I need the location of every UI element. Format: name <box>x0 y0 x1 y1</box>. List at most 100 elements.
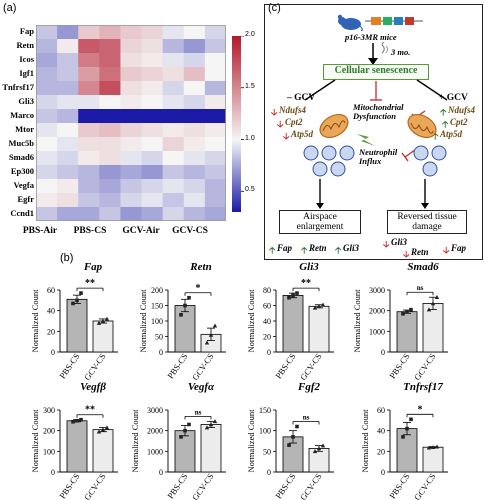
heatmap-cell <box>141 165 164 180</box>
up-arrow-icon: 🡡 <box>440 107 447 117</box>
left-gene-2: Cpt2 <box>285 117 303 127</box>
data-point <box>401 311 405 316</box>
heatmap-cell <box>141 81 164 96</box>
bar-chart-3: Smad6 0 1000 2000 3000 Normalized Count PBS-CS… <box>352 261 448 382</box>
panel-b-label: (b) <box>60 252 74 264</box>
y-axis-label: Normalized Count <box>246 289 256 353</box>
heatmap-row-label: Ccnd1 <box>10 208 34 218</box>
data-point <box>104 316 110 321</box>
left-gene-3: Atp5d <box>291 129 314 139</box>
heatmap-group-label: PBS-CS <box>73 226 107 236</box>
heatmap-cell <box>57 81 79 96</box>
heatmap-cell <box>78 179 100 194</box>
heatmap-cell <box>99 193 121 208</box>
transgene-construct-icon <box>365 17 423 25</box>
significance-label: ns <box>303 414 310 422</box>
bottom-right-gene-3: Fap <box>451 243 467 253</box>
bar-chart-title: Tnfrsf17 <box>403 381 443 393</box>
heatmap-cell <box>99 39 121 54</box>
data-point <box>79 417 83 422</box>
data-point <box>434 444 440 449</box>
minus-gcv-label: – GCV <box>287 93 316 103</box>
heatmap-cell <box>183 67 206 82</box>
data-point <box>316 304 322 309</box>
heatmap-cell <box>120 179 143 194</box>
senescence-label: Cellular senescence <box>334 65 418 76</box>
bar-chart-title: Fgf2 <box>297 381 321 393</box>
heatmap-cell <box>204 165 226 180</box>
heatmap-cell <box>120 123 143 138</box>
right-gene-3: Atp5d <box>440 129 463 139</box>
heatmap-cell <box>183 165 206 180</box>
y-axis-label: Normalized Count <box>352 289 362 353</box>
x-tick-label: PBS-CS <box>387 471 412 500</box>
time-label: 3 mo. <box>391 47 411 57</box>
heatmap-cell <box>204 81 226 96</box>
heatmap-cell <box>204 39 226 54</box>
heatmap-cell <box>57 123 79 138</box>
mitochondria-icon <box>407 113 437 139</box>
heatmap-cell <box>141 207 164 221</box>
bar <box>66 420 88 473</box>
data-point <box>75 298 79 303</box>
heatmap-cell <box>57 151 79 166</box>
heatmap-cell <box>120 81 143 96</box>
data-point <box>312 305 318 310</box>
heatmap-cell <box>141 67 164 82</box>
significance-label: ** <box>85 278 95 289</box>
heatmap-cell <box>183 151 206 166</box>
heatmap-cell <box>183 137 206 152</box>
panel-a-label: (a) <box>3 2 17 14</box>
heatmap-cell <box>141 109 164 124</box>
bottom-right-gene-2: Retn <box>411 247 429 257</box>
heatmap-row-label: Igf1 <box>19 68 34 78</box>
heatmap-cell <box>183 53 206 68</box>
x-tick-label: PBS-CS <box>57 471 82 500</box>
heatmap-cell <box>78 81 100 96</box>
heatmap-cell <box>183 95 206 110</box>
heatmap-row-label: Vegfa <box>13 180 34 190</box>
y-tick-label: 0 <box>267 468 271 477</box>
heatmap-cell <box>183 179 206 194</box>
data-point <box>96 320 102 325</box>
heatmap-cell <box>204 109 226 124</box>
bar <box>92 429 114 473</box>
y-axis-label: Normalized Count <box>130 409 140 473</box>
bar-chart-title: Smad6 <box>407 261 439 273</box>
heatmap-cell <box>204 137 226 152</box>
x-tick-label: GCV-CS <box>82 351 108 382</box>
bottom-left-gene-3: Gli3 <box>343 243 360 253</box>
heatmap-cell <box>204 151 226 166</box>
bar-chart-5: Vegfα 0 1000 2000 3000 Normalized Count PBS-CS… <box>130 381 226 500</box>
bar-chart-title: Vegfα <box>188 381 215 393</box>
down-arrow-icon: 🡣 <box>271 107 278 117</box>
heatmap-cell <box>141 53 164 68</box>
data-point <box>287 295 291 300</box>
heatmap-cell <box>183 39 206 54</box>
down-arrow-icon: 🡣 <box>443 245 450 255</box>
significance-label: * <box>196 283 201 294</box>
x-tick-label: PBS-CS <box>273 471 298 500</box>
data-point <box>430 301 436 306</box>
data-point <box>405 426 409 431</box>
left-gene-1: Ndufs4 <box>279 105 307 115</box>
down-arrow-icon: 🡣 <box>383 239 390 249</box>
heatmap-cell <box>141 95 164 110</box>
bar <box>66 298 88 353</box>
heatmap-cell <box>57 95 79 110</box>
y-axis-label: Normalized Count <box>30 289 40 353</box>
colorbar <box>232 36 244 212</box>
heatmap-cell <box>162 207 185 221</box>
heatmap-cell <box>78 193 100 208</box>
significance-label: * <box>418 404 423 415</box>
x-tick-label: PBS-CS <box>273 351 298 380</box>
heatmap-cell <box>141 25 164 40</box>
y-axis-label: Normalized Count <box>138 289 148 353</box>
arrow-down-icon <box>368 43 378 65</box>
heatmap-cell <box>183 109 206 124</box>
y-tick-label: 150 <box>259 406 271 415</box>
up-arrow-icon: 🡡 <box>269 245 276 255</box>
colorbar-tick-label: 1.5 <box>245 82 255 90</box>
